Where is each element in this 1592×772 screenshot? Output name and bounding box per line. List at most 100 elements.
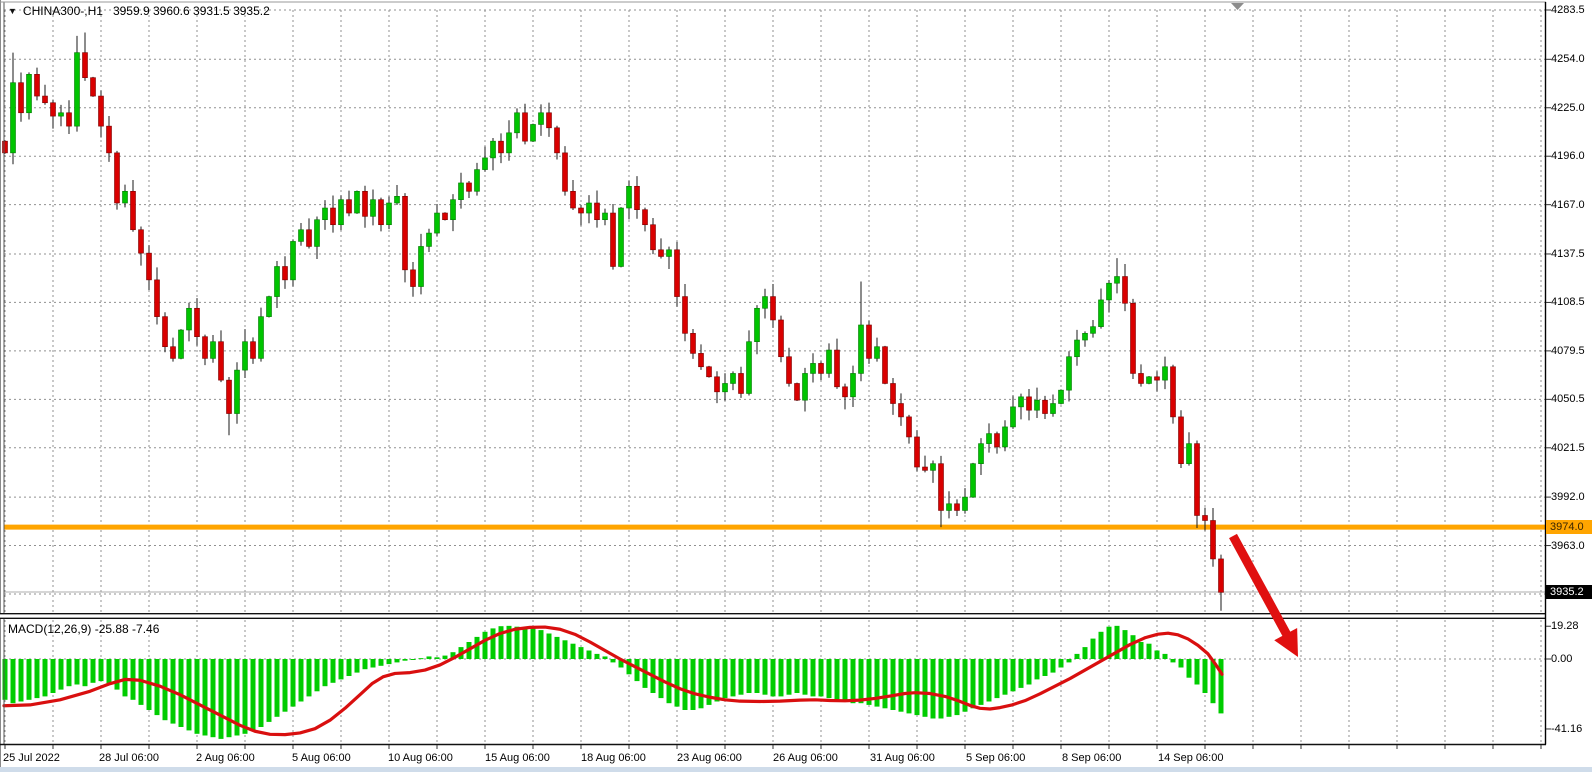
- macd-histogram-bar: [1074, 653, 1080, 659]
- candle: [290, 241, 296, 281]
- macd-histogram-bar: [82, 659, 88, 687]
- candle: [378, 199, 384, 226]
- macd-histogram-bar: [282, 659, 288, 712]
- macd-histogram-bar: [2, 659, 8, 700]
- macd-histogram-bar: [1218, 659, 1224, 714]
- candle: [842, 386, 848, 398]
- macd-histogram-bar: [898, 659, 904, 712]
- candle: [138, 229, 144, 254]
- candle: [570, 191, 576, 209]
- candle: [786, 356, 792, 384]
- candle: [498, 140, 504, 154]
- macd-histogram-bar: [178, 659, 184, 727]
- candle: [762, 296, 768, 309]
- candle: [218, 341, 224, 381]
- macd-histogram-bar: [482, 631, 488, 659]
- candle: [594, 202, 600, 221]
- candle: [306, 229, 312, 247]
- macd-histogram-bar: [418, 658, 424, 660]
- macd-histogram-bar: [786, 659, 792, 695]
- candle: [354, 191, 360, 214]
- candle: [130, 191, 136, 231]
- candle: [338, 199, 344, 226]
- macd-histogram-bar: [914, 659, 920, 716]
- macd-histogram-bar: [194, 659, 200, 734]
- candle: [1026, 396, 1032, 411]
- chart-dropdown-icon[interactable]: ▼: [8, 6, 17, 16]
- candle: [754, 307, 760, 342]
- candle: [1194, 443, 1200, 516]
- candle: [626, 185, 632, 209]
- candle: [682, 296, 688, 334]
- macd-histogram-bar: [378, 659, 384, 666]
- candle: [274, 266, 280, 297]
- trend-arrow-head[interactable]: [1274, 627, 1298, 657]
- macd-histogram-bar: [1202, 659, 1208, 693]
- candle: [122, 191, 128, 204]
- macd-histogram-bar: [290, 659, 296, 707]
- macd-histogram-bar: [314, 659, 320, 692]
- macd-histogram-bar: [714, 659, 720, 702]
- candle: [10, 82, 16, 154]
- macd-histogram-bar: [1002, 659, 1008, 695]
- candle: [242, 341, 248, 371]
- candle: [170, 346, 176, 359]
- macd-histogram-bar: [210, 659, 216, 738]
- macd-histogram-bar: [18, 659, 24, 702]
- candle: [586, 202, 592, 214]
- candle: [1058, 389, 1064, 404]
- candle: [610, 212, 616, 267]
- candle: [858, 324, 864, 374]
- candle: [826, 349, 832, 374]
- time-axis-label: 14 Sep 06:00: [1158, 752, 1224, 764]
- candle: [1066, 356, 1072, 391]
- macd-histogram-bar: [1106, 626, 1112, 659]
- candle: [714, 376, 720, 393]
- candle: [210, 341, 216, 359]
- macd-histogram-bar: [1082, 647, 1088, 659]
- macd-histogram-bar: [874, 659, 880, 707]
- macd-histogram-bar: [882, 659, 888, 709]
- candle: [898, 403, 904, 418]
- macd-histogram-bar: [938, 659, 944, 719]
- candle: [914, 436, 920, 468]
- macd-histogram-bar: [1042, 659, 1048, 676]
- candle: [834, 349, 840, 388]
- candle: [442, 212, 448, 221]
- macd-histogram-bar: [42, 659, 48, 697]
- candle: [1010, 406, 1016, 428]
- macd-histogram-bar: [970, 659, 976, 709]
- candle: [330, 207, 336, 226]
- candle: [642, 209, 648, 226]
- candle: [970, 463, 976, 498]
- trend-arrow-shaft[interactable]: [1229, 533, 1291, 638]
- macd-histogram-bar: [498, 626, 504, 659]
- time-axis-label: 5 Sep 06:00: [966, 752, 1026, 764]
- candle: [946, 503, 952, 511]
- macd-histogram-bar: [450, 652, 456, 659]
- macd-histogram-bar: [362, 659, 368, 670]
- candle: [1210, 520, 1216, 560]
- chart-header: ▼ CHINA300-,H1 3959.9 3960.6 3931.5 3935.2: [8, 4, 270, 18]
- time-axis-label: 28 Jul 06:00: [99, 752, 159, 764]
- candle: [298, 229, 304, 242]
- macd-histogram-bar: [546, 633, 552, 659]
- candle: [770, 296, 776, 321]
- macd-signal-line: [2, 625, 1224, 737]
- candle: [906, 416, 912, 438]
- time-axis-label: 31 Aug 06:00: [870, 752, 935, 764]
- candle: [98, 95, 104, 127]
- macd-axis-label: -41.16: [1551, 722, 1583, 735]
- candle: [410, 269, 416, 287]
- candle: [1034, 399, 1040, 411]
- macd-histogram-bar: [1026, 659, 1032, 685]
- macd-histogram-bar: [706, 659, 712, 705]
- panel-separator[interactable]: [0, 613, 1546, 619]
- macd-histogram-bar: [586, 650, 592, 659]
- macd-histogram-bar: [906, 659, 912, 714]
- time-axis-label: 26 Aug 06:00: [773, 752, 838, 764]
- macd-indicator-label: MACD(12,26,9) -25.88 -7.46: [8, 622, 160, 636]
- candle: [986, 433, 992, 444]
- candle: [954, 503, 960, 511]
